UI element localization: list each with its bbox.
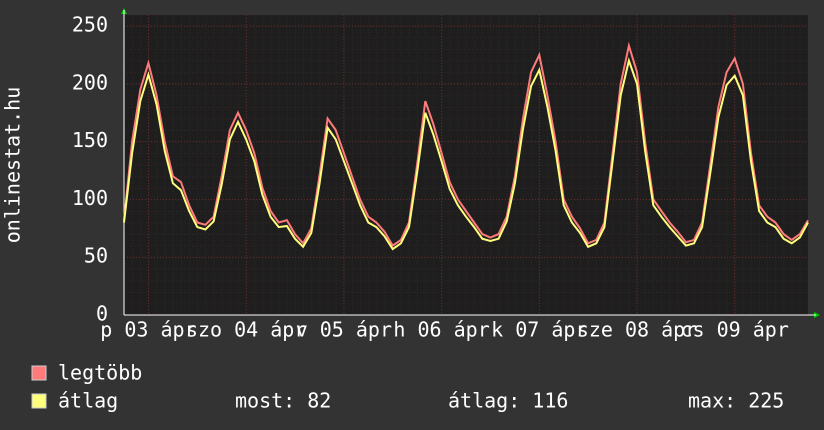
y-tick-label: 0: [96, 302, 108, 326]
stat: most: 82: [235, 389, 331, 413]
x-tick-label: p 03 ápr: [100, 318, 196, 342]
series-line: [123, 57, 809, 251]
minor-grid: [124, 15, 808, 315]
legend: legtöbb átlag most: 82 átlag: 116 max: 225: [31, 361, 784, 413]
legend-swatch: [31, 365, 47, 381]
x-tick-label: v 05 ápr: [296, 318, 392, 342]
x-tick-label: k 07 ápr: [491, 318, 587, 342]
y-tick-label: 50: [84, 244, 108, 268]
stat: átlag: 116: [448, 389, 568, 413]
x-tick-label: sze 08 ápr: [577, 318, 697, 342]
x-tick-label: h 06 ápr: [393, 318, 489, 342]
y-tick-label: 150: [72, 128, 108, 152]
y-axis-label: onlinestat.hu: [1, 87, 25, 244]
legend-label: átlag: [58, 389, 118, 413]
legend-label: legtöbb: [58, 361, 142, 385]
x-tick-label: cs 09 ápr: [681, 318, 789, 342]
axis-arrow: [814, 312, 820, 318]
y-tick-label: 250: [72, 13, 108, 37]
x-tick-label: szo 04 ápr: [186, 318, 306, 342]
y-tick-label: 100: [72, 186, 108, 210]
legend-swatch: [31, 393, 47, 409]
series-line: [123, 41, 809, 248]
stat: max: 225: [688, 389, 784, 413]
y-tick-label: 200: [72, 70, 108, 94]
